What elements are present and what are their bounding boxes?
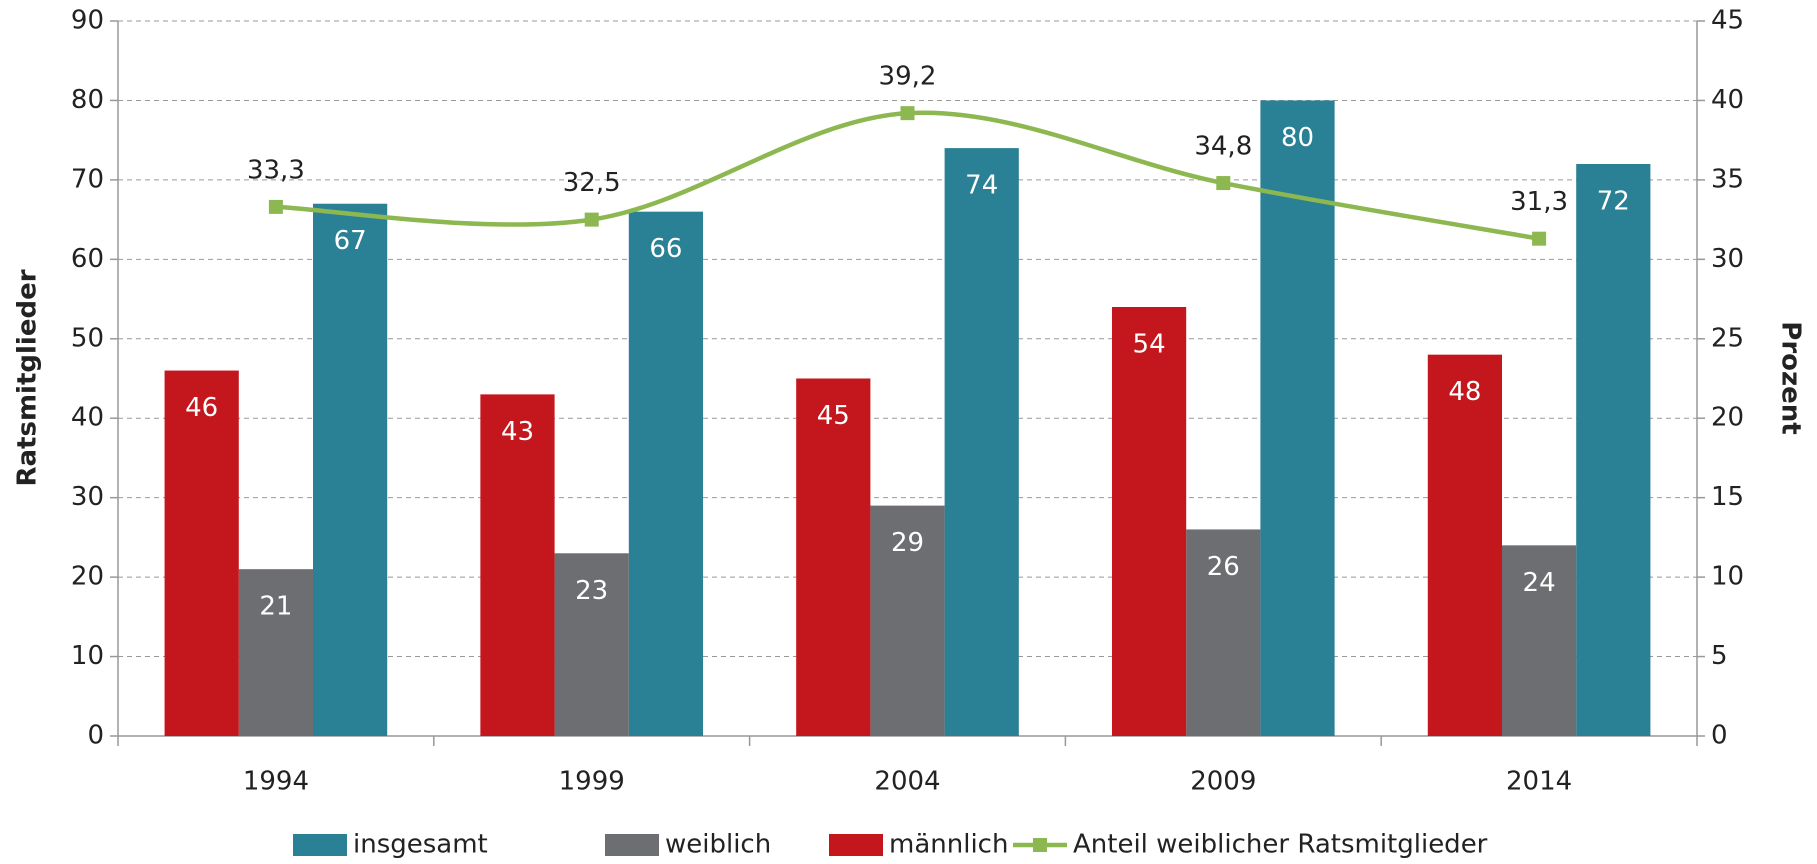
y-tick-label: 80 bbox=[71, 85, 104, 115]
y-tick-label: 10 bbox=[71, 641, 104, 671]
line-label: 39,2 bbox=[879, 62, 937, 92]
bar-label: 80 bbox=[1281, 123, 1314, 153]
bar bbox=[1111, 307, 1187, 736]
line-label: 33,3 bbox=[247, 155, 305, 185]
bar-label: 74 bbox=[965, 171, 998, 201]
legend-swatch bbox=[293, 834, 347, 856]
bar bbox=[164, 370, 239, 736]
y2-tick-label: 0 bbox=[1711, 721, 1728, 751]
y2-tick-label: 30 bbox=[1711, 244, 1744, 274]
bar-label: 29 bbox=[891, 528, 924, 558]
bar bbox=[944, 148, 1019, 737]
y2-tick-label: 5 bbox=[1711, 641, 1728, 671]
bar bbox=[628, 211, 704, 736]
bar-label: 72 bbox=[1597, 187, 1630, 217]
bar bbox=[1576, 164, 1651, 736]
legend-label: insgesamt bbox=[353, 830, 488, 860]
x-tick-label: 2004 bbox=[874, 767, 940, 797]
line-marker bbox=[584, 212, 599, 227]
bar-label: 66 bbox=[649, 234, 682, 264]
line-label: 31,3 bbox=[1510, 187, 1568, 217]
bar-label: 46 bbox=[185, 393, 218, 423]
line-label: 34,8 bbox=[1194, 132, 1252, 162]
legend-label: weiblich bbox=[665, 830, 771, 860]
bar bbox=[238, 569, 314, 736]
bar-label: 48 bbox=[1448, 377, 1481, 407]
legend-label: Anteil weiblicher Ratsmitglieder bbox=[1073, 830, 1488, 860]
y-tick-label: 0 bbox=[87, 721, 104, 751]
bar-label: 43 bbox=[501, 417, 534, 447]
y2-axis-label: Prozent bbox=[1776, 321, 1806, 434]
bar bbox=[1186, 529, 1261, 736]
bar bbox=[1260, 100, 1335, 736]
y-tick-label: 40 bbox=[71, 403, 104, 433]
legend-marker bbox=[1033, 838, 1047, 852]
line-marker bbox=[1532, 231, 1547, 246]
y-tick-label: 60 bbox=[71, 244, 104, 274]
line-marker bbox=[268, 199, 283, 214]
y-tick-label: 90 bbox=[71, 6, 104, 36]
x-tick-label: 1999 bbox=[559, 767, 625, 797]
y2-tick-label: 15 bbox=[1711, 482, 1744, 512]
bar bbox=[313, 203, 388, 736]
legend-swatch bbox=[829, 834, 883, 856]
y-tick-label: 20 bbox=[71, 562, 104, 592]
y2-tick-label: 40 bbox=[1711, 85, 1744, 115]
bar bbox=[870, 505, 945, 736]
bar-label: 26 bbox=[1207, 552, 1240, 582]
bar bbox=[1501, 545, 1577, 736]
y2-tick-label: 10 bbox=[1711, 562, 1744, 592]
bar-label: 67 bbox=[334, 226, 367, 256]
bar-label: 23 bbox=[575, 576, 608, 606]
y2-tick-label: 35 bbox=[1711, 164, 1744, 194]
y-tick-label: 30 bbox=[71, 482, 104, 512]
bar-label: 24 bbox=[1523, 568, 1556, 598]
line-label: 32,5 bbox=[563, 168, 621, 198]
bar bbox=[1427, 354, 1502, 736]
y-axis-label: Ratsmitglieder bbox=[13, 269, 43, 486]
x-tick-label: 2014 bbox=[1506, 767, 1572, 797]
bar-label: 45 bbox=[817, 401, 850, 431]
x-tick-label: 1994 bbox=[243, 767, 309, 797]
bar bbox=[480, 394, 555, 736]
y2-tick-label: 45 bbox=[1711, 6, 1744, 36]
x-tick-label: 2009 bbox=[1190, 767, 1256, 797]
bar-label: 21 bbox=[259, 592, 292, 622]
legend-swatch bbox=[605, 834, 659, 856]
legend-label: männlich bbox=[889, 830, 1008, 860]
line-marker bbox=[900, 106, 915, 121]
y-tick-label: 50 bbox=[71, 323, 104, 353]
bar bbox=[796, 378, 871, 736]
y2-tick-label: 20 bbox=[1711, 403, 1744, 433]
bar bbox=[554, 553, 629, 736]
y2-tick-label: 25 bbox=[1711, 323, 1744, 353]
line-marker bbox=[1216, 176, 1231, 191]
bar-label: 54 bbox=[1133, 330, 1166, 360]
line bbox=[275, 110, 1540, 241]
y-tick-label: 70 bbox=[71, 164, 104, 194]
